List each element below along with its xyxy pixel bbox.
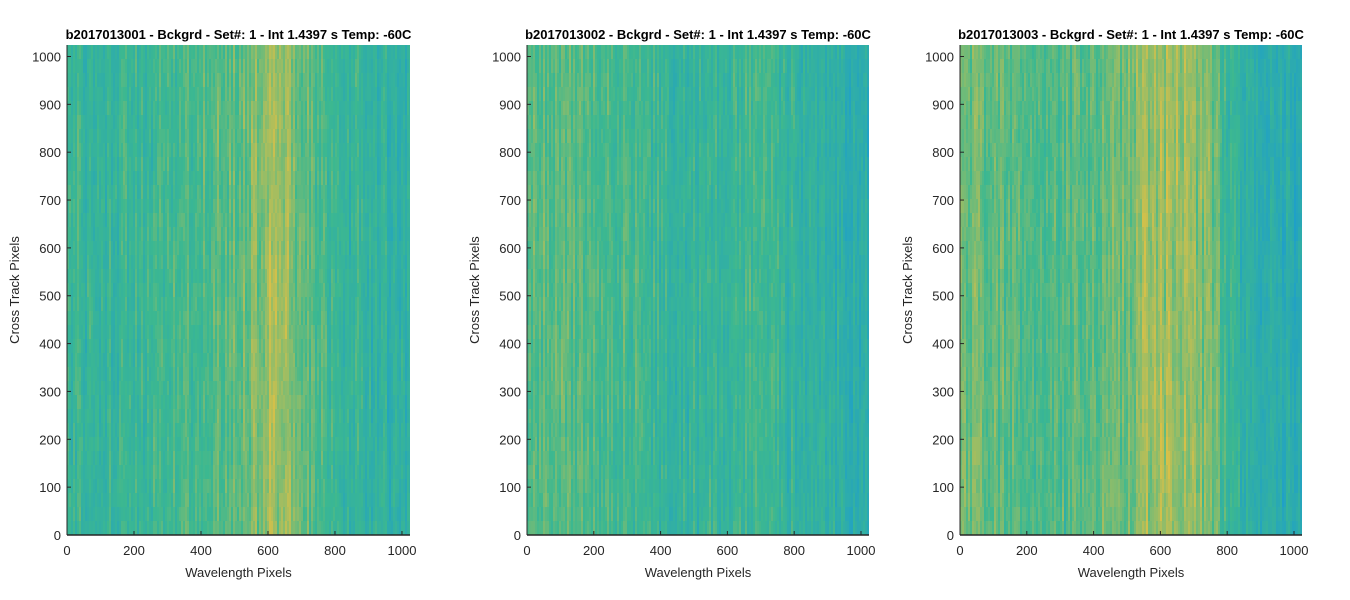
y-tick-label: 800 bbox=[932, 145, 954, 160]
x-tick-label: 600 bbox=[1150, 543, 1172, 558]
y-tick-label: 900 bbox=[39, 97, 61, 112]
y-tick-label: 600 bbox=[932, 241, 954, 256]
y-tick-label: 400 bbox=[499, 337, 521, 352]
y-tick-label: 800 bbox=[499, 145, 521, 160]
x-tick-label: 1000 bbox=[388, 543, 417, 558]
y-tick-label: 500 bbox=[932, 289, 954, 304]
heatmap-image bbox=[67, 45, 410, 535]
x-tick-label: 400 bbox=[190, 543, 212, 558]
y-axis-label: Cross Track Pixels bbox=[7, 236, 22, 344]
y-tick-label: 100 bbox=[932, 480, 954, 495]
chart-title: b2017013002 - Bckgrd - Set#: 1 - Int 1.4… bbox=[525, 27, 871, 42]
y-axis-label: Cross Track Pixels bbox=[900, 236, 915, 344]
x-tick-label: 0 bbox=[523, 543, 530, 558]
y-tick-label: 900 bbox=[499, 97, 521, 112]
y-tick-label: 200 bbox=[932, 432, 954, 447]
x-axis-label: Wavelength Pixels bbox=[1078, 565, 1185, 580]
x-tick-label: 200 bbox=[583, 543, 605, 558]
x-tick-label: 1000 bbox=[1280, 543, 1309, 558]
y-tick-label: 700 bbox=[499, 193, 521, 208]
heatmap-image bbox=[960, 45, 1302, 535]
y-tick-label: 1000 bbox=[925, 49, 954, 64]
y-tick-label: 600 bbox=[39, 241, 61, 256]
y-tick-label: 700 bbox=[39, 193, 61, 208]
chart-title: b2017013003 - Bckgrd - Set#: 1 - Int 1.4… bbox=[958, 27, 1304, 42]
y-tick-label: 200 bbox=[39, 432, 61, 447]
y-tick-label: 500 bbox=[39, 289, 61, 304]
x-tick-label: 1000 bbox=[847, 543, 876, 558]
x-tick-label: 800 bbox=[324, 543, 346, 558]
y-tick-label: 1000 bbox=[32, 49, 61, 64]
x-tick-label: 800 bbox=[783, 543, 805, 558]
y-tick-label: 700 bbox=[932, 193, 954, 208]
x-tick-label: 0 bbox=[956, 543, 963, 558]
subplot-2: 0 200 400 600 800 1000 0 100 200 300 400 500 600 700 8… bbox=[467, 27, 875, 580]
heatmap-image bbox=[527, 45, 869, 535]
x-tick-label: 600 bbox=[717, 543, 739, 558]
y-tick-label: 0 bbox=[947, 528, 954, 543]
chart-title: b2017013001 - Bckgrd - Set#: 1 - Int 1.4… bbox=[66, 27, 412, 42]
subplot-3: 0 200 400 600 800 1000 0 100 200 300 400 500 600 700 8… bbox=[900, 27, 1308, 580]
y-tick-label: 400 bbox=[932, 337, 954, 352]
x-tick-label: 200 bbox=[1016, 543, 1038, 558]
y-tick-label: 300 bbox=[499, 384, 521, 399]
x-tick-label: 800 bbox=[1216, 543, 1238, 558]
y-tick-label: 0 bbox=[54, 528, 61, 543]
y-tick-label: 300 bbox=[39, 384, 61, 399]
y-tick-label: 300 bbox=[932, 384, 954, 399]
x-tick-label: 0 bbox=[63, 543, 70, 558]
x-tick-label: 600 bbox=[257, 543, 279, 558]
subplot-1: 0 200 400 600 800 1000 0 100 200 300 400 500 600 700 8… bbox=[7, 27, 416, 580]
y-tick-label: 800 bbox=[39, 145, 61, 160]
y-tick-label: 900 bbox=[932, 97, 954, 112]
x-tick-label: 400 bbox=[650, 543, 672, 558]
y-tick-label: 400 bbox=[39, 337, 61, 352]
y-tick-label: 500 bbox=[499, 289, 521, 304]
y-tick-label: 600 bbox=[499, 241, 521, 256]
y-tick-label: 1000 bbox=[492, 49, 521, 64]
x-axis-label: Wavelength Pixels bbox=[185, 565, 292, 580]
x-tick-label: 400 bbox=[1083, 543, 1105, 558]
x-tick-label: 200 bbox=[123, 543, 145, 558]
y-tick-label: 0 bbox=[514, 528, 521, 543]
x-axis-label: Wavelength Pixels bbox=[645, 565, 752, 580]
y-axis-label: Cross Track Pixels bbox=[467, 236, 482, 344]
y-tick-label: 100 bbox=[499, 480, 521, 495]
y-tick-label: 200 bbox=[499, 432, 521, 447]
y-tick-label: 100 bbox=[39, 480, 61, 495]
